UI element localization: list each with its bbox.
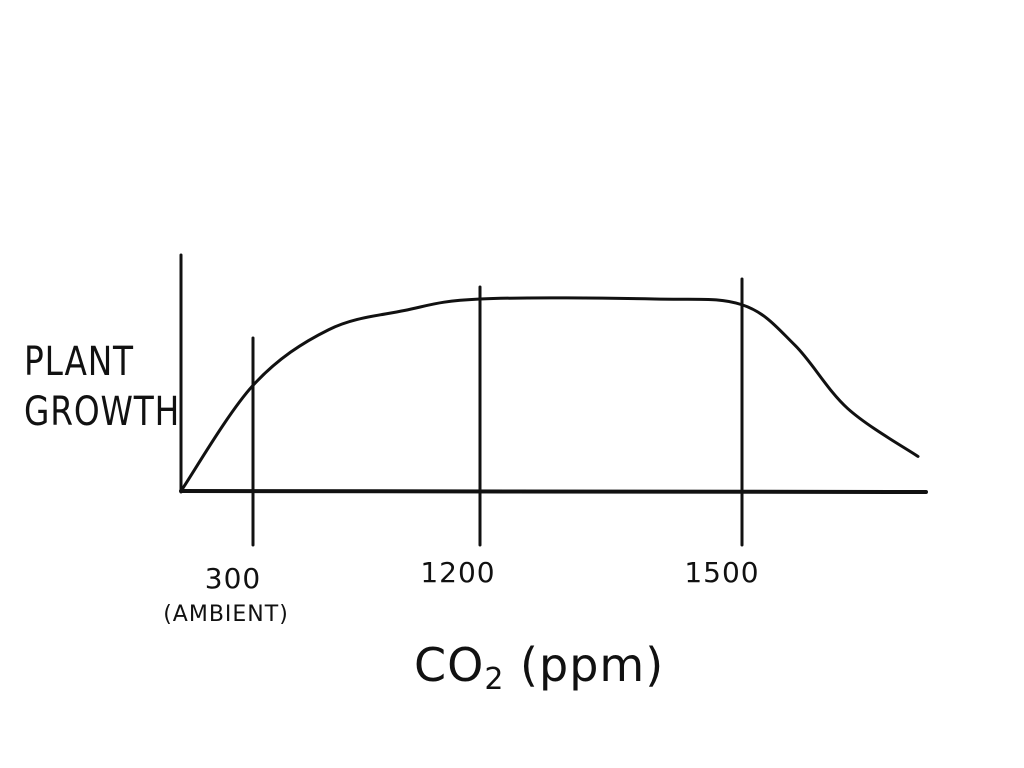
x-axis-label: CO2 (ppm)	[414, 638, 664, 697]
tick-lines	[251, 277, 744, 547]
x-axis	[179, 489, 928, 494]
x-axis-label-subscript: 2	[484, 662, 505, 697]
y-axis-label-line-2: GROWTH	[24, 389, 181, 435]
tick-label-1200: 1200	[420, 556, 496, 589]
y-axis-label-line-1: PLANT	[24, 339, 134, 385]
growth-curve	[179, 296, 920, 493]
tick-sublabel-ambient: (AMBIENT)	[163, 602, 289, 627]
x-axis-label-unit: (ppm)	[520, 638, 665, 692]
tick-label-1500: 1500	[684, 556, 760, 589]
tick-label-300: 300	[204, 562, 262, 595]
x-axis-label-main: CO	[414, 638, 485, 692]
